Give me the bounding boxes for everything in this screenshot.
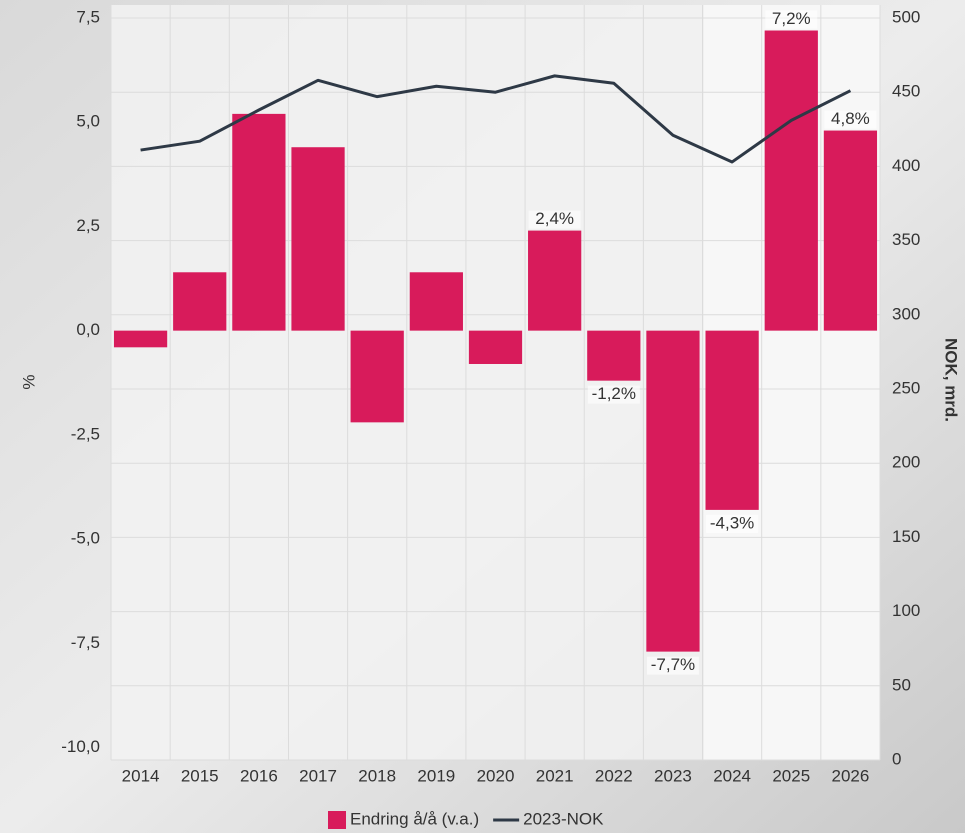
legend-swatch xyxy=(328,811,346,829)
y2-tick-label: 100 xyxy=(892,601,920,620)
y2-tick-label: 50 xyxy=(892,675,911,694)
y2-tick-label: 300 xyxy=(892,304,920,323)
legend-label: Endring å/å (v.a.) xyxy=(350,809,479,828)
value-label: -4,3% xyxy=(710,513,754,532)
value-label: -7,7% xyxy=(651,655,695,674)
x-tick-label: 2015 xyxy=(181,766,219,785)
x-tick-label: 2014 xyxy=(122,766,160,785)
y-tick-label: -5,0 xyxy=(71,529,100,548)
bar xyxy=(824,131,877,331)
x-tick-label: 2017 xyxy=(299,766,337,785)
y-tick-label: -10,0 xyxy=(61,737,100,756)
bar xyxy=(114,331,167,348)
bar xyxy=(528,231,581,331)
y2-tick-label: 500 xyxy=(892,7,920,26)
bar xyxy=(410,272,463,330)
y2-tick-label: 450 xyxy=(892,82,920,101)
y2-tick-label: 350 xyxy=(892,230,920,249)
bar xyxy=(646,331,699,652)
value-label: -1,2% xyxy=(592,384,636,403)
y-tick-label: 0,0 xyxy=(76,320,100,339)
y-tick-label: 5,0 xyxy=(76,112,100,131)
x-tick-label: 2022 xyxy=(595,766,633,785)
x-tick-label: 2024 xyxy=(713,766,751,785)
x-tick-label: 2020 xyxy=(477,766,515,785)
y-tick-label: 2,5 xyxy=(76,216,100,235)
y2-tick-label: 250 xyxy=(892,378,920,397)
x-tick-label: 2019 xyxy=(417,766,455,785)
chart: % NOK, mrd. 0 50 100 150 200 250 300 350 400 450 5… xyxy=(0,0,965,833)
y2-tick-label: 200 xyxy=(892,453,920,472)
bar xyxy=(765,31,818,331)
x-tick-label: 2021 xyxy=(536,766,574,785)
y-tick-label: -7,5 xyxy=(71,633,100,652)
value-label: 7,2% xyxy=(772,9,811,28)
bar xyxy=(173,272,226,330)
page: {"chart_data": {"type": "bar-line", "cat… xyxy=(0,0,965,833)
bar xyxy=(232,114,285,331)
y2-tick-label: 150 xyxy=(892,527,920,546)
y-tick-label: -2,5 xyxy=(71,424,100,443)
x-tick-label: 2026 xyxy=(832,766,870,785)
bar xyxy=(291,147,344,330)
x-tick-label: 2023 xyxy=(654,766,692,785)
y-axis-label: % xyxy=(19,374,38,389)
bar xyxy=(351,331,404,423)
bar xyxy=(587,331,640,381)
legend-label: 2023-NOK xyxy=(523,809,604,828)
y2-tick-label: 400 xyxy=(892,156,920,175)
bar xyxy=(469,331,522,364)
y2-tick-label: 0 xyxy=(892,749,901,768)
x-tick-label: 2025 xyxy=(772,766,810,785)
y2-axis-label: NOK, mrd. xyxy=(942,338,961,422)
value-label: 2,4% xyxy=(535,209,574,228)
x-tick-label: 2018 xyxy=(358,766,396,785)
bar xyxy=(705,331,758,510)
y-tick-label: 7,5 xyxy=(76,7,100,26)
x-tick-label: 2016 xyxy=(240,766,278,785)
value-label: 4,8% xyxy=(831,109,870,128)
